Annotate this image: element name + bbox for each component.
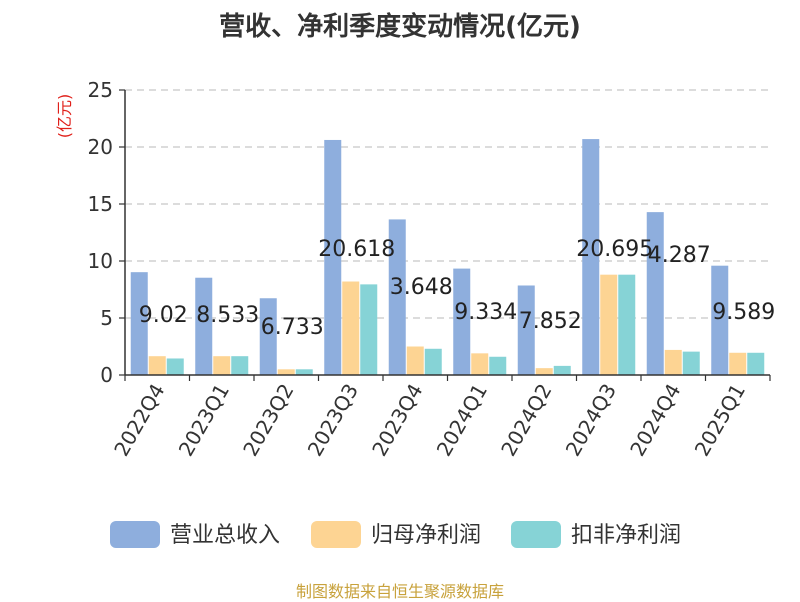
data-label: 20.618: [318, 237, 395, 262]
legend-swatch: [110, 521, 160, 548]
bar: [259, 298, 277, 375]
data-label: 4.287: [648, 243, 711, 268]
y-tick-label: 5: [100, 306, 113, 330]
y-axis-unit-label: (亿元): [55, 94, 74, 139]
data-label: 9.334: [454, 300, 517, 325]
x-tick-label: 2022Q4: [109, 380, 169, 461]
bar: [406, 346, 424, 375]
bar: [600, 274, 618, 375]
bar: [453, 268, 471, 375]
bar: [424, 348, 442, 375]
axes: 0 5 10 15 20 25 2022Q4 2023Q1 2023Q2 2023Q3 2023Q4…: [88, 78, 771, 461]
y-tick-label: 0: [100, 363, 113, 387]
bar: [295, 369, 313, 375]
bar: [682, 351, 700, 375]
data-label: 9.589: [712, 300, 775, 325]
data-label: 7.852: [519, 309, 582, 334]
bar: [213, 356, 231, 375]
chart-title: 营收、净利季度变动情况(亿元): [219, 12, 581, 42]
y-tick-label: 10: [88, 249, 113, 273]
bar: [324, 139, 342, 375]
legend-label: 营业总收入: [170, 523, 280, 548]
data-label: 8.533: [196, 303, 259, 328]
legend-swatch: [311, 521, 361, 548]
bar: [277, 369, 295, 375]
data-label: 6.733: [261, 315, 324, 340]
legend-swatch: [511, 521, 561, 548]
bar: [471, 353, 489, 375]
bar: [388, 219, 406, 375]
legend-label: 归母净利润: [371, 523, 481, 548]
y-tick-label: 20: [88, 135, 113, 159]
data-label: 3.648: [390, 275, 453, 300]
bar: [711, 265, 729, 375]
data-label: 20.695: [576, 237, 653, 262]
bar: [535, 368, 553, 375]
bar: [517, 285, 535, 375]
bar: [664, 349, 682, 375]
x-tick-label: 2023Q3: [303, 380, 363, 461]
data-label: 9.02: [139, 303, 188, 328]
x-tick-label: 2024Q1: [432, 380, 492, 461]
bar: [166, 358, 184, 375]
x-tick-label: 2024Q2: [496, 380, 556, 461]
bar: [729, 352, 747, 375]
x-tick-label: 2024Q3: [561, 380, 621, 461]
bar: [646, 212, 664, 375]
x-tick-label: 2025Q1: [690, 380, 750, 461]
source-note: 制图数据来自恒生聚源数据库: [295, 582, 504, 601]
x-tick-label: 2023Q2: [238, 380, 298, 461]
bar: [148, 356, 166, 375]
x-tick-label: 2023Q4: [367, 380, 427, 461]
bar: [489, 356, 507, 375]
bars: [130, 139, 765, 375]
legend: 营业总收入 归母净利润 扣非净利润: [110, 521, 681, 548]
x-tick-label: 2023Q1: [174, 380, 234, 461]
bar: [360, 284, 378, 375]
bar: [231, 356, 249, 375]
y-tick-label: 25: [88, 78, 113, 102]
bar: [582, 139, 600, 375]
legend-label: 扣非净利润: [571, 523, 681, 548]
bar: [130, 272, 148, 375]
bar: [553, 365, 571, 375]
x-tick-label: 2024Q4: [625, 380, 685, 461]
bar: [618, 274, 636, 375]
bar: [342, 281, 360, 375]
y-tick-label: 15: [88, 192, 113, 216]
bar: [747, 352, 765, 375]
bar: [195, 277, 213, 375]
